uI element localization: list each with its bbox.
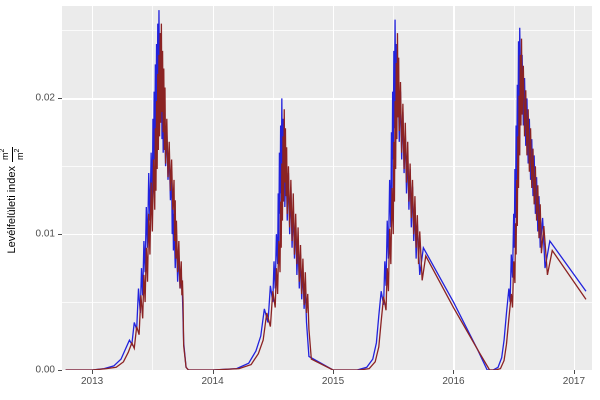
gridline-major-vertical [573, 6, 576, 370]
x-tick-label: 2013 [80, 376, 104, 387]
y-tick-label: 0.00 [35, 364, 55, 376]
x-tick-label: 2017 [562, 376, 586, 387]
x-tick-label: 2015 [321, 376, 345, 387]
x-tick-label: 2014 [201, 376, 224, 387]
x-tick-mark [333, 370, 335, 374]
series-line-red-series [65, 23, 587, 370]
y-tick-mark [58, 234, 62, 236]
y-tick-mark [58, 98, 62, 100]
gridline-major-vertical [453, 6, 455, 370]
x-tick-mark [92, 370, 94, 374]
gridline-minor-vertical [513, 6, 515, 370]
y-tick-label: 0.02 [35, 92, 55, 104]
series-line-blue-series [65, 10, 587, 370]
series-layer [65, 10, 587, 370]
y-axis-title-text: Levélfelületi index [6, 165, 18, 254]
y-tick-mark [58, 370, 62, 371]
gridline-minor-horizontal [62, 30, 592, 32]
gridline-major-vertical [92, 6, 94, 370]
gridline-minor-horizontal [62, 302, 592, 303]
gridline-minor-horizontal [62, 166, 592, 167]
x-tick-mark [573, 370, 575, 374]
gridline-major-vertical [212, 6, 214, 370]
y-axis-title: Levélfelületi index m2 m2 [0, 0, 25, 400]
gridline-major-horizontal [62, 98, 592, 100]
gridline-minor-vertical [272, 6, 274, 370]
fraction-bar [11, 146, 13, 162]
y-axis-unit-numerator: m2 [0, 149, 11, 160]
y-axis-unit-denominator: m2 [13, 148, 25, 160]
plot-panel [62, 6, 592, 370]
gridline-major-vertical [333, 6, 335, 370]
x-tick-mark [212, 370, 214, 374]
gridline-major-horizontal [62, 234, 592, 236]
x-tick-label: 2016 [442, 376, 465, 387]
y-tick-label: 0.01 [35, 228, 55, 240]
y-axis-unit-fraction: m2 m2 [0, 146, 25, 162]
x-tick-mark [453, 370, 455, 374]
